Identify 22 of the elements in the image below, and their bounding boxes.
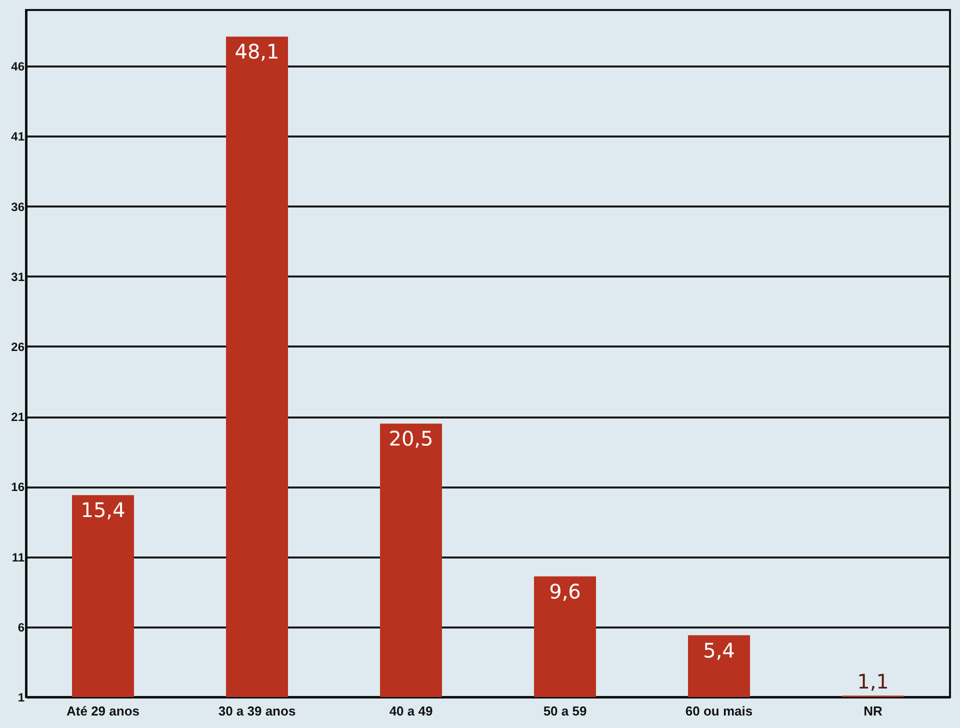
- x-tick-label: NR: [864, 704, 883, 718]
- data-label: 15,4: [80, 498, 126, 522]
- y-tick-label: 21: [11, 410, 25, 424]
- data-label: 5,4: [703, 638, 735, 662]
- x-tick-label: 50 a 59: [543, 704, 587, 718]
- y-tick-label: 31: [11, 270, 25, 284]
- x-tick-label: 60 ou mais: [685, 704, 753, 718]
- y-tick-label: 41: [11, 130, 25, 144]
- y-tick-label: 26: [11, 340, 25, 354]
- data-label: 9,6: [549, 579, 581, 604]
- data-label: 1,1: [857, 670, 889, 694]
- x-tick-label: 30 a 39 anos: [218, 704, 296, 718]
- data-label: 20,5: [388, 426, 434, 451]
- y-tick-label: 36: [11, 200, 25, 214]
- y-tick-label: 11: [12, 550, 25, 564]
- x-tick-label: Até 29 anos: [66, 704, 140, 718]
- x-tick-label: 40 a 49: [389, 704, 433, 718]
- y-tick-label: 16: [11, 480, 25, 494]
- y-tick-label: 46: [11, 60, 25, 74]
- y-tick-label: 1: [18, 690, 25, 704]
- data-label: 48,1: [234, 40, 280, 64]
- y-tick-label: 6: [18, 620, 25, 634]
